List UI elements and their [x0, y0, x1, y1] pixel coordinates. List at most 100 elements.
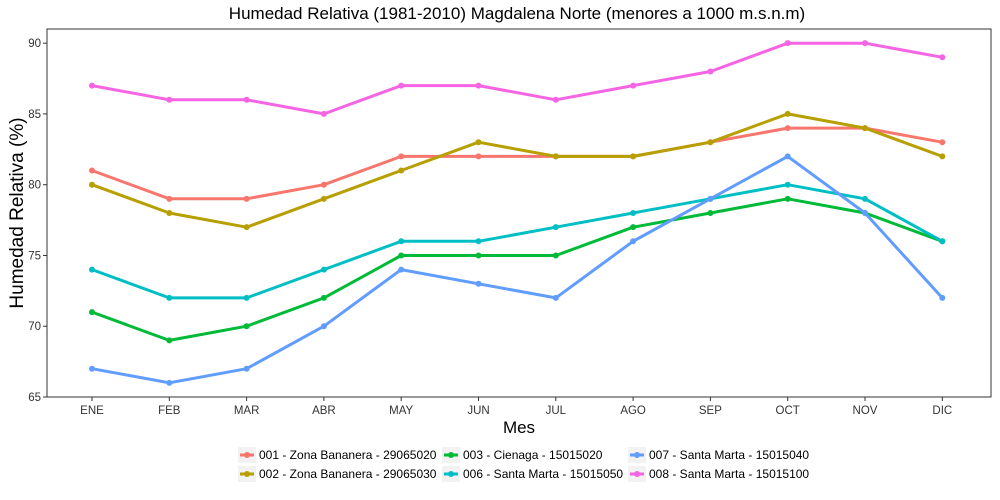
data-point — [939, 54, 946, 61]
legend-item: 001 - Zona Bananera - 29065020 — [238, 447, 437, 463]
data-point — [320, 294, 327, 301]
legend-label: 006 - Santa Marta - 15015050 — [463, 467, 623, 481]
chart-title: Humedad Relativa (1981-2010) Magdalena N… — [229, 4, 805, 23]
data-point — [707, 195, 714, 202]
legend-label: 003 - Cienaga - 15015020 — [463, 448, 603, 462]
data-point — [398, 238, 405, 245]
series-5 — [89, 153, 946, 386]
data-point — [784, 195, 791, 202]
x-tick-label: ABR — [312, 405, 336, 417]
x-tick-label: JUL — [546, 405, 567, 417]
legend-key-point — [634, 471, 640, 477]
data-point — [166, 294, 173, 301]
data-point — [784, 153, 791, 160]
data-point — [89, 309, 95, 316]
x-tick-label: MAR — [234, 405, 260, 417]
data-point — [939, 238, 946, 245]
x-tick-label: FEB — [158, 405, 181, 417]
x-axis: ENE FEB MAR ABR MAY JUN JUL AGO SEP OCT NOV DIC — [80, 397, 952, 417]
y-tick-label: 70 — [28, 321, 41, 333]
data-point — [939, 153, 946, 160]
data-point — [166, 96, 173, 103]
legend-label: 008 - Santa Marta - 15015100 — [649, 467, 809, 481]
series-line — [90, 126, 944, 201]
series-6 — [89, 40, 946, 117]
data-point — [320, 195, 327, 202]
legend-item: 006 - Santa Marta - 15015050 — [442, 466, 623, 482]
y-tick-label: 90 — [28, 38, 41, 50]
data-point — [166, 195, 173, 202]
data-point — [939, 294, 946, 301]
x-tick-label: SEP — [699, 405, 722, 417]
y-tick-label: 85 — [28, 109, 41, 121]
data-point — [552, 294, 559, 301]
data-point — [552, 153, 559, 160]
data-point — [630, 153, 637, 160]
data-point — [707, 210, 714, 216]
data-point — [89, 167, 95, 174]
legend-key-point — [244, 471, 250, 477]
data-point — [630, 82, 637, 89]
data-point — [320, 323, 327, 330]
data-point — [243, 96, 250, 103]
data-point — [243, 365, 250, 372]
y-tick-label: 65 — [28, 392, 41, 404]
plot-panel — [46, 28, 992, 398]
y-axis-title: Humedad Relativa (%) — [7, 117, 28, 308]
legend-key-point — [448, 471, 454, 477]
legend-item: 002 - Zona Bananera - 29065030 — [238, 466, 437, 482]
series-4 — [89, 181, 946, 301]
data-point — [475, 82, 482, 89]
data-point — [707, 68, 714, 75]
data-point — [862, 210, 868, 216]
series-line — [90, 112, 944, 229]
y-axis: 65 70 75 80 85 90 — [28, 38, 47, 404]
legend: 001 - Zona Bananera - 29065020 002 - Zona… — [238, 447, 809, 482]
data-point — [89, 82, 95, 89]
data-point — [320, 266, 327, 273]
data-point — [243, 294, 250, 301]
x-tick-label: MAY — [389, 405, 413, 417]
data-point — [630, 210, 637, 216]
data-point — [398, 266, 405, 273]
data-point — [89, 365, 95, 372]
series-line — [90, 41, 944, 116]
data-point — [166, 337, 173, 344]
data-point — [398, 82, 405, 89]
series-line — [90, 197, 944, 342]
series-layer — [89, 40, 946, 386]
data-point — [243, 224, 250, 231]
series-line — [90, 183, 944, 300]
x-tick-label: OCT — [776, 405, 800, 417]
data-point — [784, 40, 791, 47]
data-point — [166, 210, 173, 216]
data-point — [243, 195, 250, 202]
x-tick-label: ENE — [80, 405, 104, 417]
data-point — [320, 110, 327, 117]
x-tick-label: AGO — [620, 405, 646, 417]
data-point — [552, 96, 559, 103]
series-line — [90, 154, 944, 385]
legend-key-point — [448, 452, 454, 458]
data-point — [320, 181, 327, 188]
data-point — [398, 167, 405, 174]
data-point — [398, 153, 405, 160]
data-point — [475, 280, 482, 287]
legend-item: 008 - Santa Marta - 15015100 — [628, 466, 809, 482]
legend-label: 007 - Santa Marta - 15015040 — [649, 448, 809, 462]
data-point — [552, 252, 559, 259]
legend-item: 007 - Santa Marta - 15015040 — [628, 447, 809, 463]
series-2 — [89, 110, 946, 231]
data-point — [862, 195, 868, 202]
data-point — [784, 110, 791, 117]
legend-key-point — [244, 452, 250, 458]
legend-item: 003 - Cienaga - 15015020 — [442, 447, 603, 463]
data-point — [475, 153, 482, 160]
data-point — [166, 379, 173, 386]
y-tick-label: 75 — [28, 250, 41, 262]
data-point — [89, 181, 95, 188]
data-point — [398, 252, 405, 259]
legend-label: 002 - Zona Bananera - 29065030 — [259, 467, 437, 481]
data-point — [784, 181, 791, 188]
